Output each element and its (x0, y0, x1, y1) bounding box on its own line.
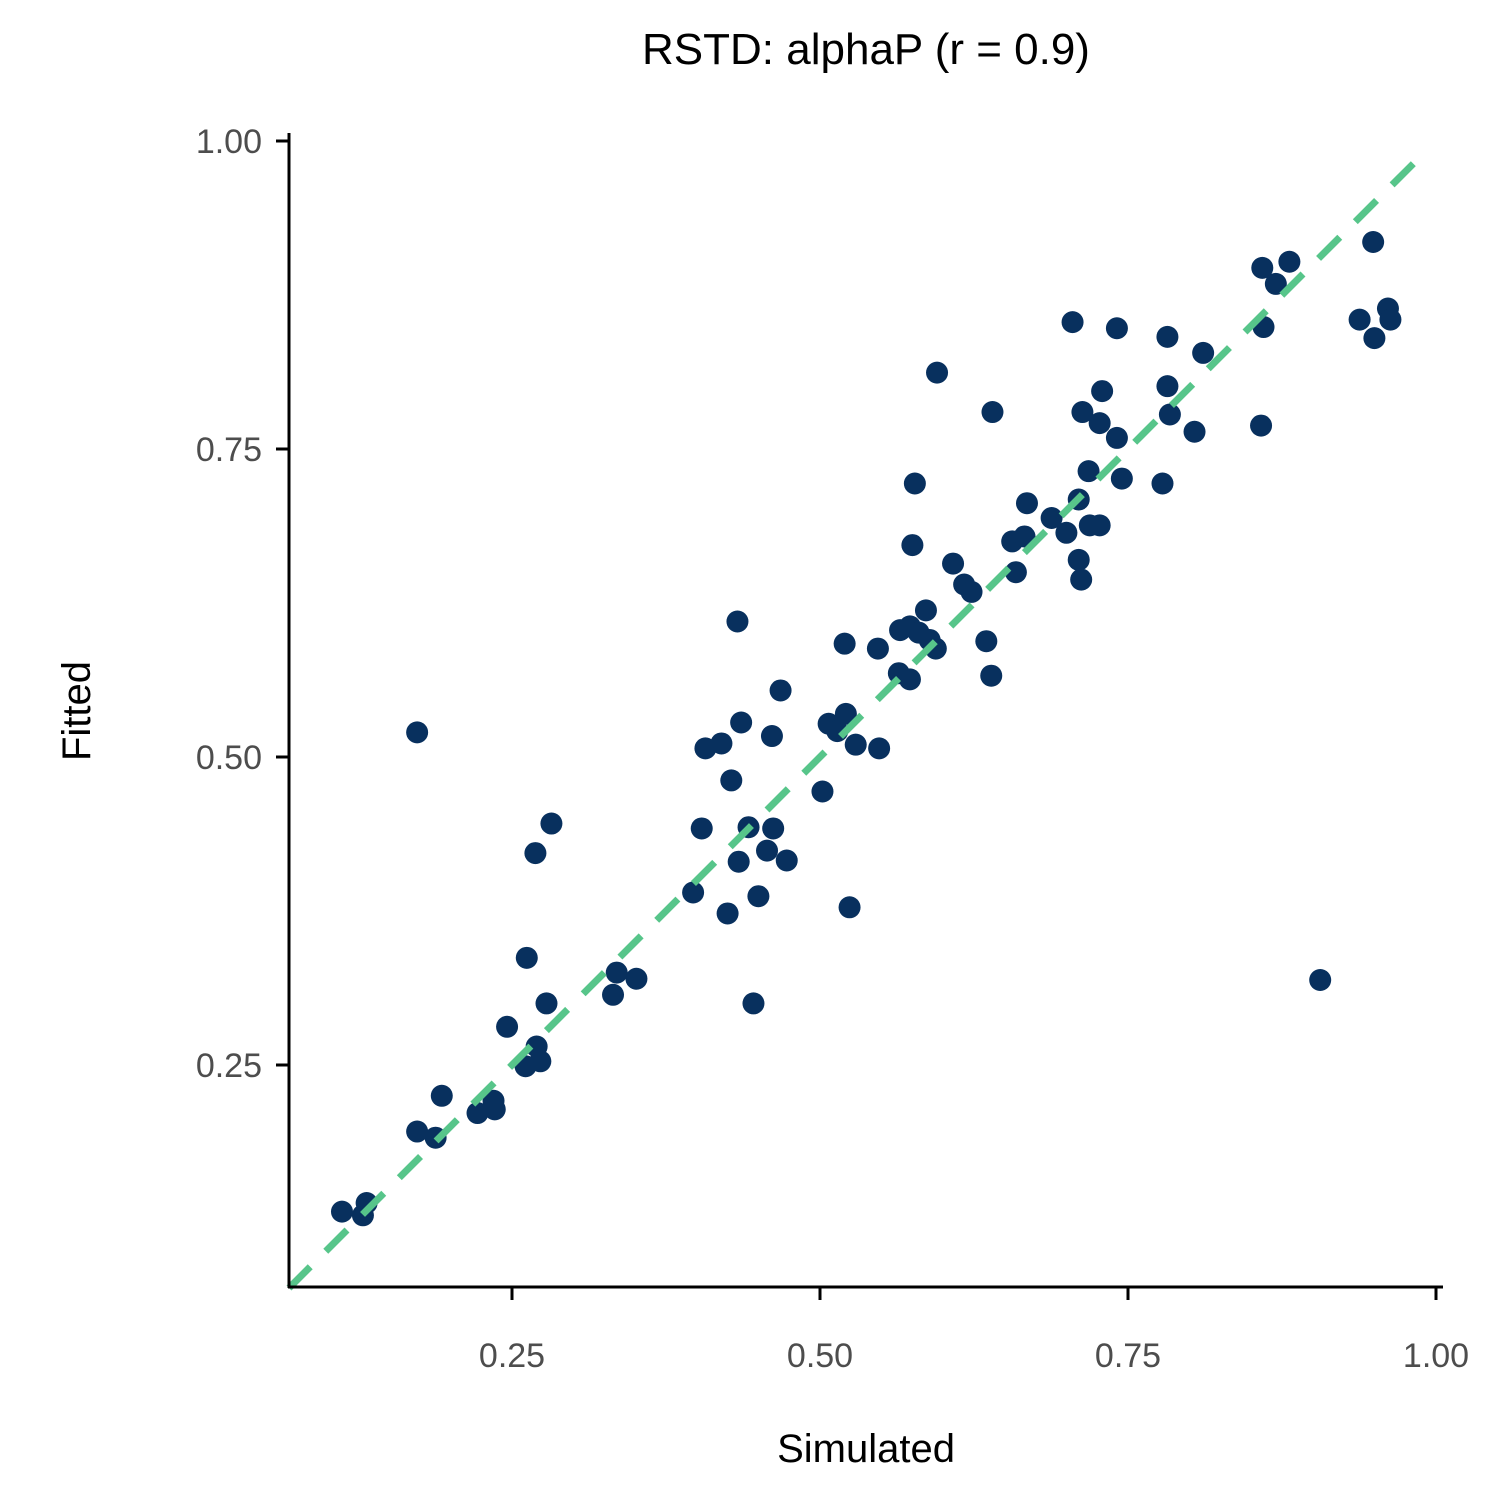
data-point (605, 961, 628, 984)
data-point (1091, 380, 1114, 403)
data-point (1013, 525, 1036, 548)
data-point (1158, 403, 1181, 426)
x-tick-label: 0.75 (1095, 1337, 1161, 1375)
data-point (710, 732, 733, 755)
chart-title: RSTD: alphaP (r = 0.9) (642, 25, 1090, 74)
data-point (540, 812, 563, 835)
data-point (769, 679, 792, 702)
x-tick-label: 0.25 (479, 1337, 545, 1375)
data-point (515, 946, 538, 969)
points-layer (330, 231, 1402, 1227)
data-point (406, 721, 429, 744)
data-point (483, 1098, 506, 1121)
data-point (903, 472, 926, 495)
data-point (1067, 548, 1090, 571)
data-point (960, 580, 983, 603)
data-point (1192, 341, 1215, 364)
data-point (430, 1084, 453, 1107)
data-point (716, 902, 739, 925)
data-point (975, 630, 998, 653)
data-point (742, 992, 765, 1015)
data-point (942, 552, 965, 575)
y-tick-label: 0.75 (196, 431, 262, 469)
data-point (1105, 426, 1128, 449)
y-axis-ticks: 0.25 0.50 0.75 1.00 (196, 123, 289, 1085)
data-point (602, 983, 625, 1006)
data-point (1278, 250, 1301, 273)
data-point (524, 842, 547, 865)
data-point (682, 881, 705, 904)
data-point (834, 702, 857, 725)
data-point (730, 711, 753, 734)
data-point (690, 817, 713, 840)
data-point (1015, 492, 1038, 515)
data-point (330, 1200, 353, 1223)
x-tick-label: 0.50 (787, 1337, 853, 1375)
data-point (1250, 414, 1273, 437)
data-point (1251, 256, 1274, 279)
y-axis-title: Fitted (55, 661, 99, 761)
data-point (1061, 311, 1084, 334)
data-point (1264, 272, 1287, 295)
data-point (898, 668, 921, 691)
data-point (756, 839, 779, 862)
data-point (775, 849, 798, 872)
data-point (1071, 401, 1094, 424)
data-point (1151, 472, 1174, 495)
data-point (1363, 327, 1386, 350)
data-point (1348, 308, 1371, 331)
data-point (1055, 521, 1078, 544)
data-point (726, 610, 749, 633)
data-point (466, 1102, 489, 1125)
data-point (760, 725, 783, 748)
identity-reference-line (286, 149, 1428, 1291)
data-point (1088, 412, 1111, 435)
data-point (901, 534, 924, 557)
data-point (1040, 506, 1063, 529)
data-point (762, 817, 785, 840)
y-tick-label: 0.50 (196, 739, 262, 777)
data-point (496, 1015, 519, 1038)
data-point (811, 780, 834, 803)
x-axis-ticks: 0.25 0.50 0.75 1.00 (479, 1287, 1469, 1375)
data-point (1362, 231, 1385, 254)
data-point (720, 769, 743, 792)
data-point (1004, 561, 1027, 584)
data-point (1379, 308, 1402, 331)
data-point (1110, 467, 1133, 490)
data-point (926, 361, 949, 384)
x-axis-title: Simulated (777, 1427, 955, 1471)
data-point (535, 992, 558, 1015)
data-point (981, 401, 1004, 424)
data-point (1077, 460, 1100, 483)
data-point (529, 1050, 552, 1073)
data-point (838, 896, 861, 919)
data-point (1156, 375, 1179, 398)
data-point (844, 733, 867, 756)
y-tick-label: 0.25 (196, 1047, 262, 1085)
x-tick-label: 1.00 (1403, 1337, 1469, 1375)
data-point (1309, 968, 1332, 991)
data-point (625, 967, 648, 990)
y-tick-label: 1.00 (196, 123, 262, 161)
data-point (866, 637, 889, 660)
data-point (980, 664, 1003, 687)
data-point (1156, 325, 1179, 348)
data-point (727, 850, 750, 873)
data-point (747, 885, 770, 908)
data-point (1105, 317, 1128, 340)
data-point (1088, 514, 1111, 537)
data-point (914, 599, 937, 622)
data-point (1070, 568, 1093, 591)
data-point (833, 632, 856, 655)
data-point (406, 1120, 429, 1143)
data-point (868, 737, 891, 760)
data-point (1183, 420, 1206, 443)
